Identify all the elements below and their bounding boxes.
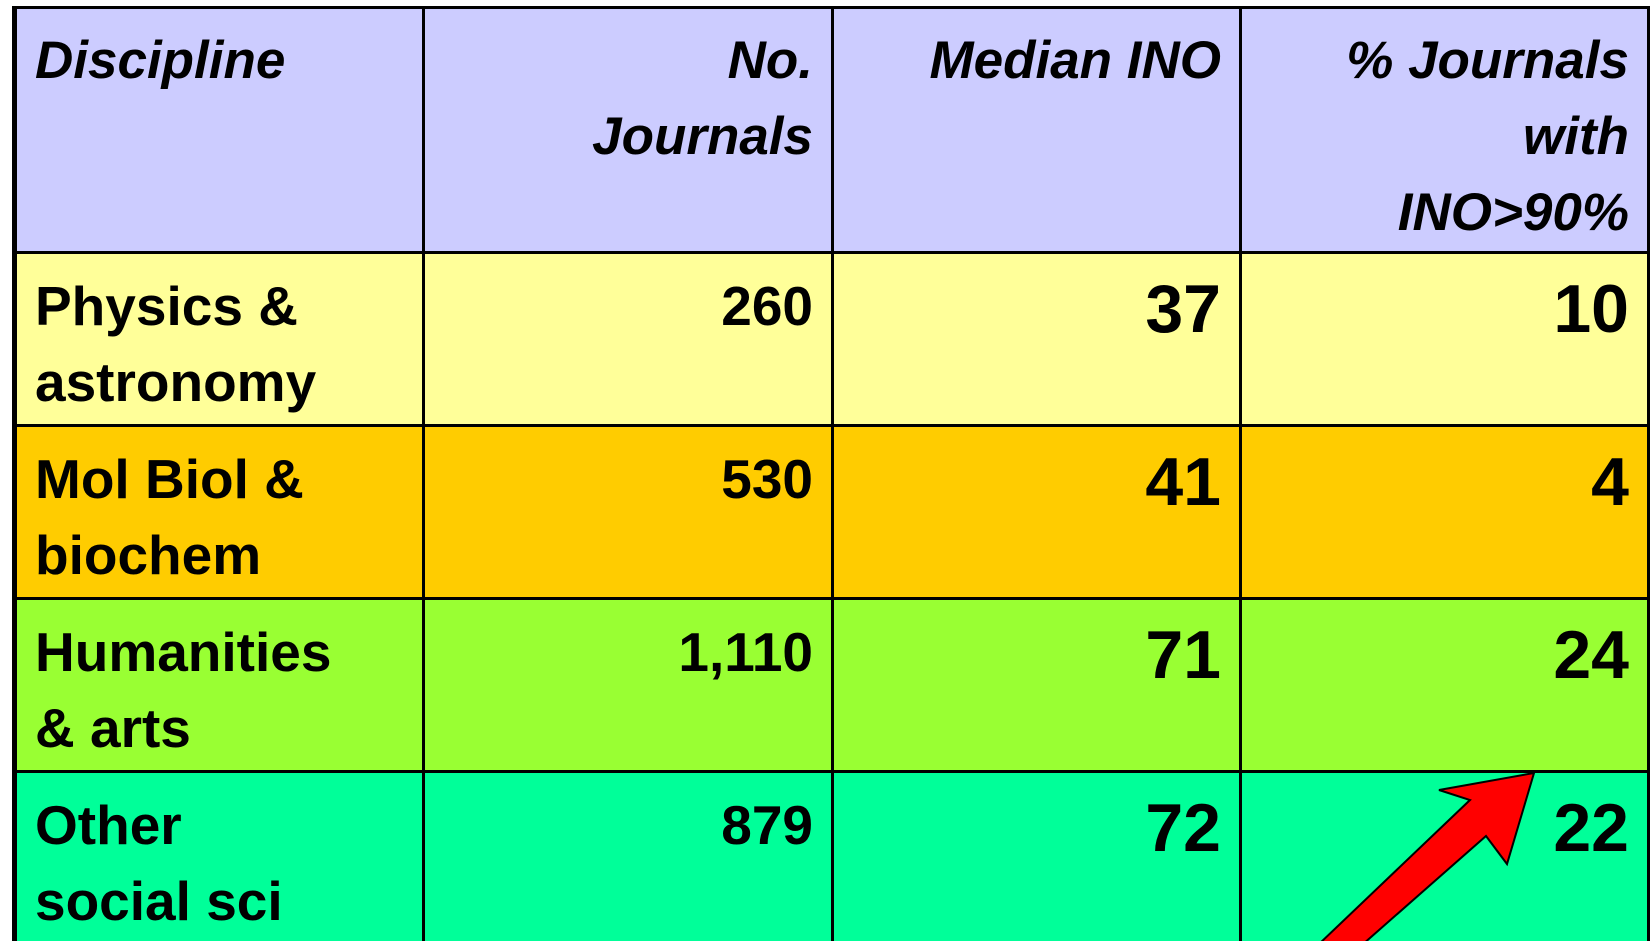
header-cell: % Journals with INO>90% [1239,6,1650,254]
table-cell: 37 [831,251,1242,427]
table-cell: 260 [422,251,834,427]
table-row: Humanities & arts 1,110 71 24 [13,597,1650,773]
cell-line: Journals [592,107,813,166]
cell-line: Discipline [35,31,286,90]
cell-line: social sci [35,870,283,932]
table-row: Other social sci 879 72 22 [13,770,1650,941]
table-cell: Other social sci [13,770,425,941]
table-cell: 24 [1239,597,1650,773]
table-cell: Humanities & arts [13,597,425,773]
cell-line: No. [727,31,813,90]
table-cell: 4 [1239,424,1650,600]
red-arrow [1320,771,1536,941]
data-table: Discipline No. Journals Median INO % Journal… [12,6,1650,941]
table-cell: 71 [831,597,1242,773]
cell-line: astronomy [35,351,317,413]
table-cell: 1,110 [422,597,834,773]
cell-line: % Journals [1346,31,1629,90]
cell-line: INO>90% [1397,183,1629,242]
header-cell: No. Journals [422,6,834,254]
cell-line: Mol Biol & [35,448,304,510]
cell-line: & arts [35,697,191,759]
cell-line: biochem [35,524,262,586]
table-cell: 72 [831,770,1242,941]
table-cell: 879 [422,770,834,941]
cell-line: with [1523,107,1629,166]
table-row: Physics & astronomy 260 37 10 [13,251,1650,427]
table-cell: 41 [831,424,1242,600]
cell-line: Physics & [35,275,298,337]
table-cell: 10 [1239,251,1650,427]
table-cell: Physics & astronomy [13,251,425,427]
table-cell: Mol Biol & biochem [13,424,425,600]
table-row: Mol Biol & biochem 530 41 4 [13,424,1650,600]
cell-line: Humanities [35,621,332,683]
header-row: Discipline No. Journals Median INO % Journal… [13,6,1650,254]
table-cell: 530 [422,424,834,600]
header-cell: Median INO [831,6,1242,254]
cell-line: Other [35,794,182,856]
header-cell: Discipline [13,6,425,254]
cell-line: Median INO [929,31,1221,90]
